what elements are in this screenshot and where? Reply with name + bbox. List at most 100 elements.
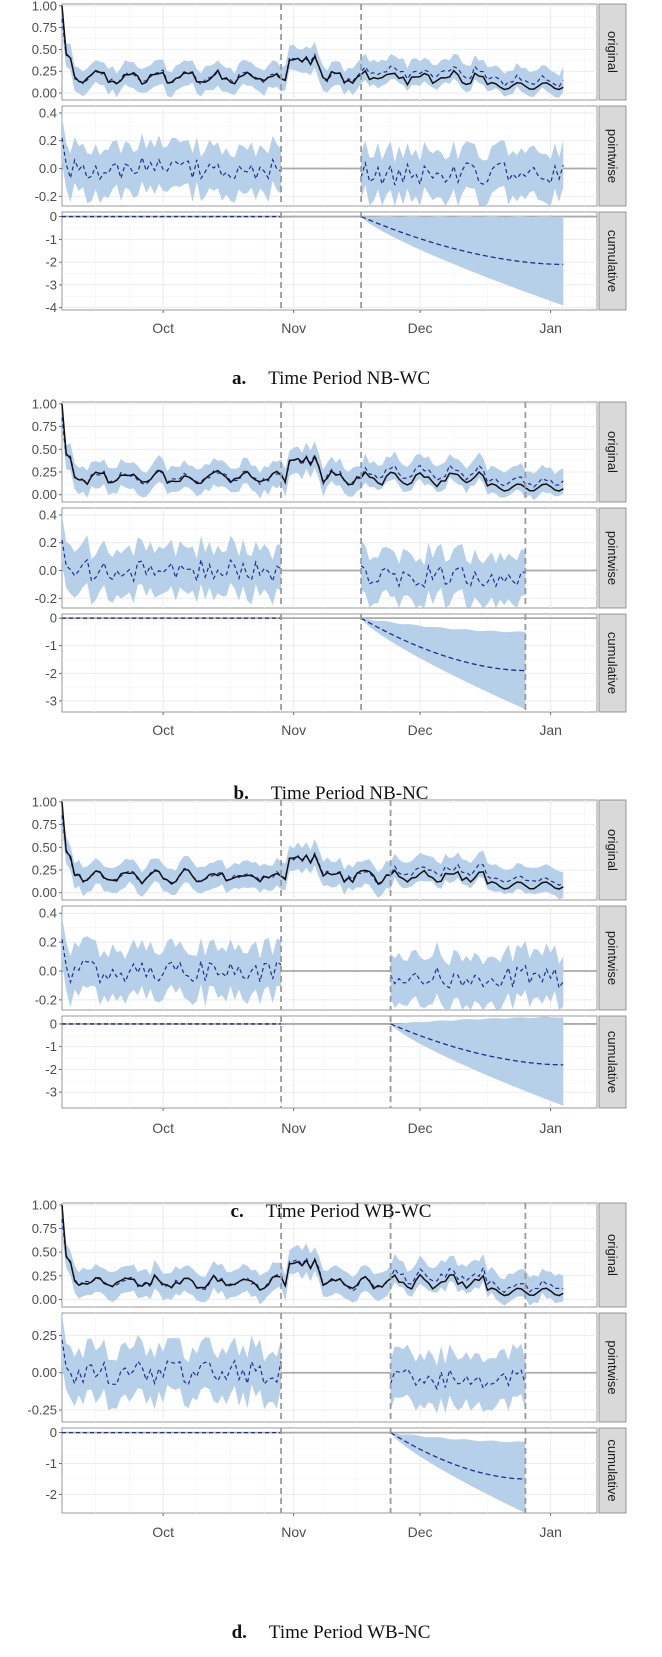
y-tick-label: 0.75 <box>32 1221 57 1236</box>
panel-original-0: 1.00 0.75 0.50 0.25 0.00 original <box>32 0 627 101</box>
caption-d-label: d. <box>231 1622 247 1643</box>
x-tick-label: Dec <box>408 1524 433 1540</box>
panel-cumulative-2: 0 -1 -2 -3 cumulative <box>45 1015 627 1109</box>
strip-pointwise <box>598 1312 627 1423</box>
panel-original-1: 1.00 0.75 0.50 0.25 0.00 original <box>32 396 627 503</box>
strip-label: original <box>605 431 620 473</box>
y-tick-label: 0 <box>50 611 57 626</box>
y-tick-label: -0.25 <box>27 1403 57 1418</box>
caption-c-label: c. <box>230 1201 244 1222</box>
y-tick-label: 1.00 <box>32 396 57 411</box>
x-tick-label: Jan <box>539 320 562 336</box>
caption-b: b. Time Period NB-NC <box>0 783 662 805</box>
y-tick-label: 0 <box>50 1425 57 1440</box>
panel-original-3: 1.00 0.75 0.50 0.25 0.00 original <box>32 1197 627 1308</box>
y-tick-label: -0.2 <box>35 189 57 204</box>
x-tick-label: Jan <box>539 1120 562 1136</box>
y-tick-label: 1.00 <box>32 0 57 13</box>
y-tick-label: -2 <box>45 1487 57 1502</box>
y-tick-label: 0 <box>50 1016 57 1031</box>
pointwise-band <box>390 1343 526 1414</box>
y-tick-label: 0.25 <box>32 1268 57 1283</box>
cumulative-line <box>390 1432 526 1480</box>
strip-label: cumulative <box>605 230 620 292</box>
y-tick-label: 0.0 <box>39 964 57 979</box>
x-tick-label: Dec <box>408 320 433 336</box>
y-tick-label: 0.75 <box>32 419 57 434</box>
panel-pointwise-3: 0.25 0.00 -0.25 pointwise <box>27 1312 627 1423</box>
y-tick-label: 0.4 <box>39 906 57 921</box>
y-tick-label: -4 <box>45 300 57 315</box>
actual-line <box>61 5 564 91</box>
cumulative-band <box>361 617 526 710</box>
strip-label: original <box>605 1234 620 1276</box>
strip-cumulative <box>598 613 627 713</box>
x-tick-label: Nov <box>281 320 306 336</box>
y-tick-label: -0.2 <box>35 591 57 606</box>
cumulative-line <box>390 1023 564 1066</box>
actual-line <box>61 1204 564 1297</box>
panel-cumulative-1: 0 -1 -2 -3 cumulative <box>45 611 627 713</box>
y-tick-label: -1 <box>45 1039 57 1054</box>
x-tick-label: Oct <box>152 320 174 336</box>
cumulative-band <box>390 1432 526 1513</box>
y-tick-label: 0.25 <box>32 1328 57 1343</box>
pointwise-line <box>61 939 282 985</box>
pointwise-band <box>361 140 564 206</box>
y-tick-label: -2 <box>45 1062 57 1077</box>
y-tick-label: 0.75 <box>32 817 57 832</box>
strip-label: pointwise <box>605 129 620 183</box>
x-tick-label: Jan <box>539 1524 562 1540</box>
y-tick-label: -1 <box>45 638 57 653</box>
y-tick-label: 0.50 <box>32 840 57 855</box>
pointwise-line <box>390 1368 526 1391</box>
y-tick-label: 1.00 <box>32 1197 57 1212</box>
y-tick-label: -2 <box>45 255 57 270</box>
strip-label: cumulative <box>605 1031 620 1093</box>
panel-pointwise-0: 0.4 0.2 0.0 -0.2 pointwise <box>35 105 627 207</box>
cumulative-line <box>360 215 564 266</box>
strip-label: pointwise <box>605 931 620 985</box>
strip-original <box>598 401 627 503</box>
y-tick-label: -1 <box>45 1456 57 1471</box>
strip-pointwise <box>598 105 627 207</box>
pointwise-line <box>61 1339 282 1386</box>
pointwise-line <box>360 160 564 187</box>
caption-d-title: Time Period WB-NC <box>268 1622 431 1643</box>
caption-c-title: Time Period WB-WC <box>265 1201 432 1222</box>
y-tick-label: 0.00 <box>32 1365 57 1380</box>
x-tick-label: Nov <box>281 722 306 738</box>
y-tick-label: -2 <box>45 666 57 681</box>
y-tick-label: -0.2 <box>35 992 57 1007</box>
cumulative-band <box>361 216 564 306</box>
y-tick-label: 0.0 <box>39 563 57 578</box>
x-tick-label: Dec <box>408 722 433 738</box>
strip-original <box>598 799 627 901</box>
pointwise-line <box>390 964 564 990</box>
x-tick-label: Oct <box>152 722 174 738</box>
prediction-band <box>62 802 564 900</box>
y-tick-label: 0.75 <box>32 20 57 35</box>
panel-pointwise-1: 0.4 0.2 0.0 -0.2 pointwise <box>35 507 627 609</box>
y-tick-label: -3 <box>45 1085 57 1100</box>
x-tick-label: Oct <box>152 1120 174 1136</box>
pointwise-line <box>61 137 282 182</box>
cumulative-line <box>360 617 526 672</box>
panel-original-2: 1.00 0.75 0.50 0.25 0.00 original <box>32 794 627 901</box>
strip-cumulative <box>598 211 627 311</box>
strip-label: cumulative <box>605 632 620 694</box>
y-tick-label: 0.00 <box>32 885 57 900</box>
y-tick-label: 0.2 <box>39 935 57 950</box>
y-tick-label: 0.2 <box>39 535 57 550</box>
caption-a: a. Time Period NB-WC <box>0 368 662 390</box>
x-tick-label: Oct <box>152 1524 174 1540</box>
caption-a-title: Time Period NB-WC <box>268 368 431 389</box>
y-tick-label: 0.00 <box>32 1292 57 1307</box>
panel-cumulative-3: 0 -1 -2 cumulative <box>45 1425 627 1514</box>
predicted-line <box>61 18 564 88</box>
y-tick-label: 0.2 <box>39 133 57 148</box>
strip-label: pointwise <box>605 531 620 585</box>
caption-b-title: Time Period NB-NC <box>270 783 429 804</box>
